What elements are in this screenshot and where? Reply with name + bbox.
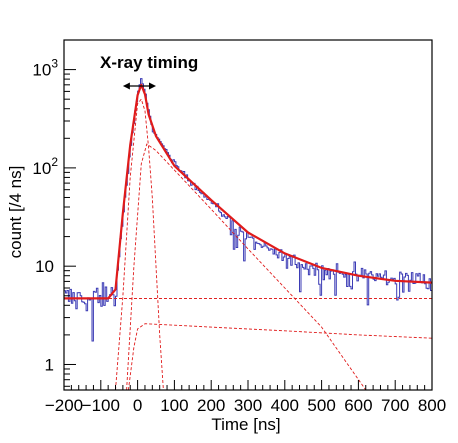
arrow-head-right [149, 82, 156, 90]
axis-tick-labels: −200−100 0 100 200 300 400 500 600 700 800 1 10 102 1… [32, 57, 446, 415]
x-tick-label: 0 [133, 396, 142, 415]
y-axis-label: count [/4 ns] [6, 166, 25, 259]
axis-ticks [63, 39, 433, 390]
annotation-label: X-ray timing [100, 53, 198, 72]
x-tick-label: 300 [234, 396, 262, 415]
y-tick-label: 10 [35, 257, 54, 276]
x-tick-label: 800 [418, 396, 446, 415]
x-tick-label: 400 [271, 396, 299, 415]
fit-component-curve-3 [126, 143, 367, 390]
y-tick-label: 103 [32, 57, 58, 80]
x-tick-label: 600 [344, 396, 372, 415]
y-tick-label: 102 [32, 155, 58, 178]
x-tick-label: 100 [160, 396, 188, 415]
x-tick-label: 700 [381, 396, 409, 415]
x-tick-label: 500 [307, 396, 335, 415]
fit-curve [64, 83, 432, 300]
fit-component-curve-6 [127, 323, 432, 390]
x-tick-label: −200 [45, 396, 83, 415]
x-tick-label: 200 [197, 396, 225, 415]
plot-series-layer [64, 78, 432, 390]
x-tick-label: −100 [82, 396, 120, 415]
timing-arrow [122, 82, 156, 90]
x-axis-label: Time [ns] [211, 415, 280, 434]
arrow-head-left [122, 82, 130, 90]
fit-component-curve-2 [115, 98, 164, 390]
y-tick-label: 1 [45, 355, 54, 374]
